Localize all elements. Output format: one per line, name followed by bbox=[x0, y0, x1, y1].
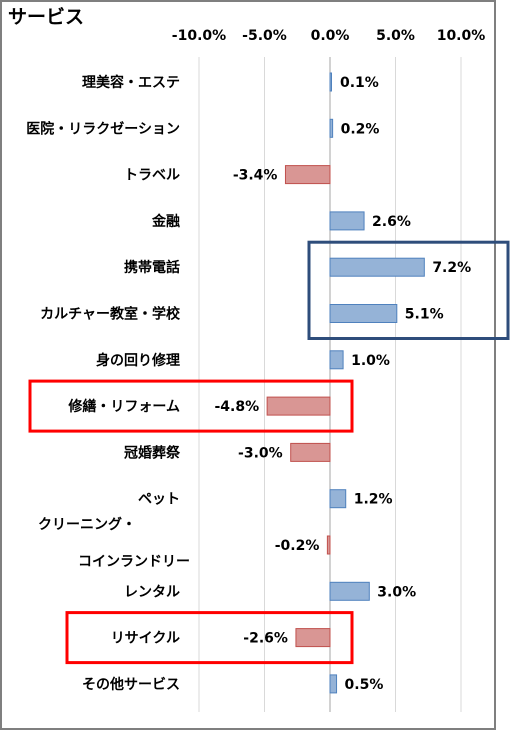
bar bbox=[329, 72, 332, 92]
bar bbox=[329, 581, 370, 601]
category-label: ペット bbox=[138, 492, 180, 508]
data-label: 0.1% bbox=[340, 75, 379, 91]
data-label: -3.0% bbox=[238, 445, 283, 461]
category-label: 金融 bbox=[151, 213, 180, 230]
data-label: 3.0% bbox=[377, 584, 416, 600]
highlight-box bbox=[307, 240, 510, 340]
bar bbox=[329, 211, 365, 231]
highlight-box bbox=[65, 611, 354, 665]
bar bbox=[326, 535, 331, 555]
bar bbox=[329, 118, 334, 138]
data-label: 5.1% bbox=[405, 307, 444, 323]
chart-title: サービス bbox=[8, 6, 85, 28]
bar bbox=[329, 304, 398, 323]
data-label: 1.0% bbox=[351, 353, 390, 369]
category-label: 身の回り修理 bbox=[96, 352, 180, 369]
category-label: レンタル bbox=[124, 584, 180, 600]
data-label: 0.5% bbox=[345, 677, 384, 693]
data-label: -0.2% bbox=[275, 538, 320, 554]
chart-frame bbox=[0, 0, 496, 730]
bar bbox=[329, 674, 338, 694]
x-tick-label: 0.0% bbox=[311, 28, 350, 44]
x-tick-label: -5.0% bbox=[242, 28, 287, 44]
data-label: 1.2% bbox=[354, 492, 393, 508]
x-tick-label: 5.0% bbox=[376, 28, 415, 44]
bar bbox=[329, 489, 347, 509]
data-label: 7.2% bbox=[432, 260, 471, 276]
bar bbox=[329, 257, 425, 277]
category-label: 理美容・エステ bbox=[82, 74, 180, 91]
data-label: 2.6% bbox=[372, 214, 411, 230]
category-label: コインランドリー bbox=[78, 554, 190, 570]
category-label: トラベル bbox=[124, 168, 180, 184]
data-label: -3.4% bbox=[233, 168, 278, 184]
highlight-box bbox=[28, 379, 354, 433]
x-tick-label: 10.0% bbox=[437, 28, 486, 44]
category-label: その他サービス bbox=[82, 676, 180, 693]
data-label: 0.2% bbox=[341, 121, 380, 137]
data-label: -4.8% bbox=[214, 399, 259, 415]
bar bbox=[329, 350, 344, 370]
category-label: 修繕・リフォーム bbox=[67, 398, 180, 415]
category-label: 医院・リラクゼーション bbox=[26, 120, 180, 137]
bar bbox=[295, 628, 331, 648]
x-tick-label: -10.0% bbox=[172, 28, 226, 44]
category-label: カルチャー教室・学校 bbox=[40, 306, 181, 323]
category-label: クリーニング・ bbox=[38, 516, 136, 533]
bar bbox=[266, 396, 331, 416]
category-label: 冠婚葬祭 bbox=[124, 444, 181, 461]
category-label: リサイクル bbox=[111, 631, 180, 647]
bar bbox=[284, 165, 331, 185]
bar bbox=[290, 442, 331, 462]
category-label: 携帯電話 bbox=[124, 259, 180, 276]
data-label: -2.6% bbox=[243, 631, 288, 647]
